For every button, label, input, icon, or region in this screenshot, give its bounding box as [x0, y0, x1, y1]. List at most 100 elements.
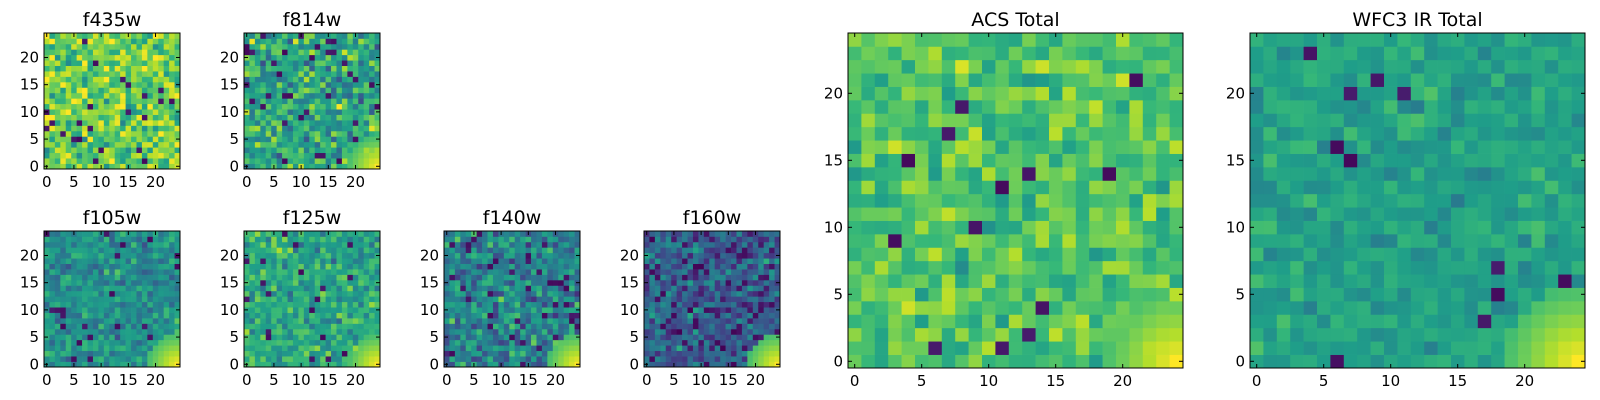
heatmap-cell [260, 76, 267, 83]
heatmap-cell [314, 269, 321, 275]
heatmap-cell [331, 269, 337, 275]
heatmap-cell [1571, 287, 1586, 302]
heatmap-cell [1531, 207, 1546, 221]
heatmap-cell [276, 43, 283, 50]
heatmap-cell [758, 241, 765, 248]
heatmap-cell [1156, 274, 1170, 288]
heatmap-cell [928, 167, 943, 181]
heatmap-cell [331, 38, 337, 45]
heatmap-cell [65, 334, 72, 341]
heatmap-cell [476, 334, 483, 341]
heatmap-cell [465, 231, 472, 237]
heatmap-cell [287, 71, 294, 77]
heatmap-cell [709, 312, 716, 319]
heatmap-cell [901, 126, 916, 141]
heatmap-cell [1102, 287, 1117, 302]
heatmap-cell [1384, 207, 1398, 221]
heatmap-cell [271, 152, 277, 159]
heatmap-cell [54, 158, 61, 164]
heatmap-cell [260, 38, 267, 45]
heatmap-cell [260, 231, 267, 237]
heatmap-cell [60, 318, 67, 324]
heatmap-cell [1317, 193, 1331, 208]
heatmap-cell [163, 290, 170, 297]
heatmap-cell [682, 236, 688, 243]
heatmap-cell [314, 43, 321, 50]
heatmap-cell [309, 71, 316, 77]
heatmap-cell [1116, 59, 1130, 74]
heatmap-cell [547, 274, 554, 281]
heatmap-cell [1384, 167, 1398, 181]
heatmap-cell [120, 356, 126, 362]
heatmap-cell [1022, 287, 1036, 302]
heatmap-cell [309, 231, 316, 237]
heatmap-cell [120, 125, 126, 132]
heatmap-cell [98, 125, 105, 132]
heatmap-cell [1142, 314, 1157, 329]
heatmap-cell [1075, 207, 1090, 221]
heatmap-cell [982, 73, 996, 87]
heatmap-cell [60, 76, 67, 83]
heatmap-cell [54, 130, 61, 137]
heatmap-cell [287, 263, 294, 270]
heatmap-cell [331, 71, 337, 77]
heatmap-cell [265, 76, 272, 83]
heatmap-cell [358, 263, 365, 270]
heatmap-cell [169, 274, 175, 281]
heatmap-cell [763, 312, 770, 319]
heatmap-cell [955, 46, 969, 61]
heatmap-cell [271, 130, 277, 137]
y-tick-label: 10 [420, 301, 439, 319]
heatmap-cell [558, 290, 565, 297]
heatmap-cell [44, 345, 50, 352]
heatmap-cell [152, 241, 159, 248]
heatmap-cell [1116, 113, 1130, 128]
heatmap-cell [520, 361, 526, 368]
heatmap-cell [352, 60, 359, 66]
heatmap-cell [141, 274, 148, 281]
x-tick-label: 15 [119, 371, 138, 389]
heatmap-cell [103, 279, 110, 286]
heatmap-cell [147, 328, 154, 335]
heatmap-cell [265, 49, 272, 56]
heatmap-cell [1116, 86, 1130, 101]
heatmap-cell [76, 361, 83, 368]
heatmap-cell [736, 345, 743, 352]
heatmap-cell [114, 120, 121, 126]
heatmap-cell [244, 92, 250, 99]
heatmap-cell [1531, 341, 1546, 355]
heatmap-cell [158, 258, 165, 264]
heatmap-cell [720, 345, 726, 352]
heatmap-cell [76, 301, 83, 308]
heatmap-cell [955, 193, 969, 208]
heatmap-cell [1102, 180, 1117, 195]
heatmap-cell [487, 258, 494, 264]
heatmap-cell [1491, 180, 1505, 195]
heatmap-cell [1518, 314, 1532, 329]
heatmap-cell [65, 345, 72, 352]
heatmap-cell [320, 334, 326, 341]
heatmap-cell [44, 98, 50, 105]
heatmap-cell [995, 287, 1010, 302]
heatmap-cell [1384, 287, 1398, 302]
heatmap-cell [65, 356, 72, 362]
heatmap-cell [44, 301, 50, 308]
x-tick-label: 15 [519, 371, 538, 389]
heatmap-cell [260, 345, 267, 352]
heatmap-cell [671, 301, 677, 308]
heatmap-cell [525, 318, 532, 324]
heatmap-cell [298, 356, 305, 362]
heatmap-cell [292, 236, 299, 243]
panel-title: WFC3 IR Total [1352, 9, 1482, 31]
heatmap-cell [698, 345, 705, 352]
heatmap-cell [87, 65, 94, 72]
heatmap-cell [320, 345, 326, 352]
heatmap-cell [303, 274, 310, 281]
heatmap-cell [671, 350, 677, 357]
heatmap-cell [1062, 220, 1077, 235]
heatmap-cell [358, 274, 365, 281]
heatmap-cell [569, 328, 575, 335]
heatmap-cell [660, 279, 667, 286]
heatmap-cell [92, 71, 99, 77]
heatmap-cell [487, 236, 494, 243]
